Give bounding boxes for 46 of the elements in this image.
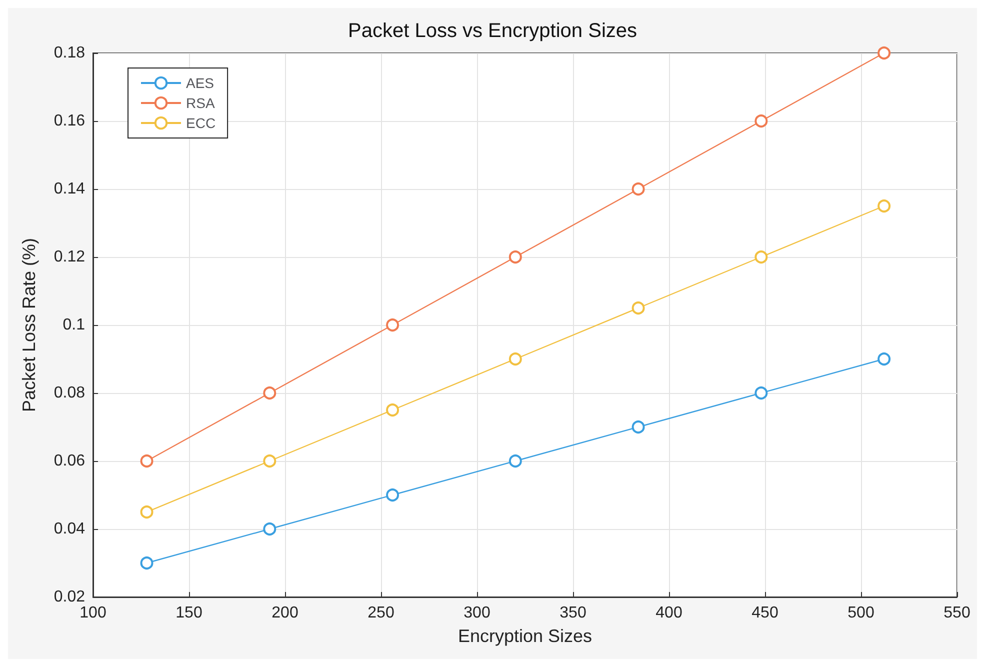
point [632,182,645,196]
x-tick-label: 300 [464,604,490,622]
x-tick-label: 150 [176,604,202,622]
x-tick-label: 350 [560,604,586,622]
y-tick-label: 0.1 [62,316,86,334]
y-tick-label: 0.18 [54,44,86,62]
x-tick-label: 450 [752,604,778,622]
point [386,404,400,416]
legend-label: ECC [186,115,216,131]
y-tick-label: 0.02 [54,588,86,606]
point [140,454,154,468]
x-tick-label: 400 [656,604,682,622]
point [508,352,522,366]
point [263,522,276,536]
y-tick-label: 0.16 [54,112,86,130]
point [263,386,276,400]
point [632,420,645,434]
point [386,318,400,332]
point [754,114,768,128]
y-tick-label: 0.12 [54,248,86,266]
y-tick-label: 0.14 [54,180,86,198]
legend-label: RSA [186,95,216,111]
point [508,250,522,264]
point [632,302,645,314]
y-axis-title: Packet Loss Rate (%) [19,238,39,412]
point [386,488,400,502]
point [140,506,154,518]
y-tick-label: 0.08 [54,384,86,402]
point [878,200,891,212]
point [878,352,891,366]
point [508,454,522,468]
y-tick-label: 0.06 [54,452,86,470]
point [878,46,891,60]
point [754,386,768,400]
x-tick-label: 100 [80,604,106,622]
chart-title: Packet Loss vs Encryption Sizes [348,20,638,42]
point [263,454,276,468]
y-tick-label: 0.04 [54,520,86,538]
point [754,250,768,264]
x-tick-label: 500 [848,604,874,622]
legend-label: AES [186,75,214,91]
x-tick-label: 250 [368,604,394,622]
x-tick-label: 550 [944,604,970,622]
point [140,556,154,570]
x-tick-label: 200 [272,604,298,622]
x-axis-title: Encryption Sizes [458,626,592,646]
